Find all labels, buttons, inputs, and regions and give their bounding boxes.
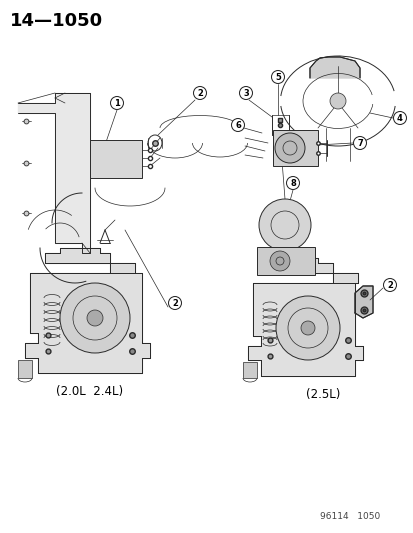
Circle shape [60, 283, 130, 353]
Circle shape [168, 296, 181, 310]
Circle shape [353, 136, 366, 149]
Text: 5: 5 [274, 72, 280, 82]
Circle shape [259, 199, 310, 251]
Bar [242, 362, 256, 378]
Circle shape [392, 111, 406, 125]
Circle shape [269, 251, 289, 271]
Circle shape [231, 118, 244, 132]
Bar [90, 140, 142, 178]
Circle shape [274, 133, 304, 163]
Circle shape [286, 176, 299, 190]
Circle shape [329, 93, 345, 109]
Text: 96114   1050: 96114 1050 [319, 512, 379, 521]
Text: 2: 2 [197, 88, 202, 98]
Text: 2: 2 [386, 280, 392, 289]
Polygon shape [247, 283, 362, 376]
Text: 14—1050: 14—1050 [10, 12, 103, 30]
Circle shape [239, 86, 252, 100]
Polygon shape [25, 273, 150, 373]
Text: 3: 3 [242, 88, 248, 98]
Circle shape [110, 96, 123, 109]
Polygon shape [18, 93, 90, 253]
Circle shape [382, 279, 396, 292]
Polygon shape [267, 258, 357, 283]
Circle shape [271, 70, 284, 84]
Text: 7: 7 [356, 139, 362, 148]
Bar [272, 130, 317, 166]
Text: (2.0L  2.4L): (2.0L 2.4L) [56, 385, 123, 398]
Text: 1: 1 [114, 99, 120, 108]
Circle shape [300, 321, 314, 335]
Circle shape [87, 310, 103, 326]
Text: 8: 8 [290, 179, 295, 188]
Text: 2: 2 [172, 298, 178, 308]
Text: (2.5L): (2.5L) [305, 388, 339, 401]
Text: 4: 4 [396, 114, 402, 123]
Polygon shape [354, 286, 372, 318]
Circle shape [275, 296, 339, 360]
Polygon shape [309, 57, 359, 78]
Circle shape [193, 86, 206, 100]
Bar [256, 247, 314, 275]
Text: 6: 6 [235, 120, 240, 130]
Bar [18, 360, 32, 378]
Polygon shape [45, 248, 135, 273]
